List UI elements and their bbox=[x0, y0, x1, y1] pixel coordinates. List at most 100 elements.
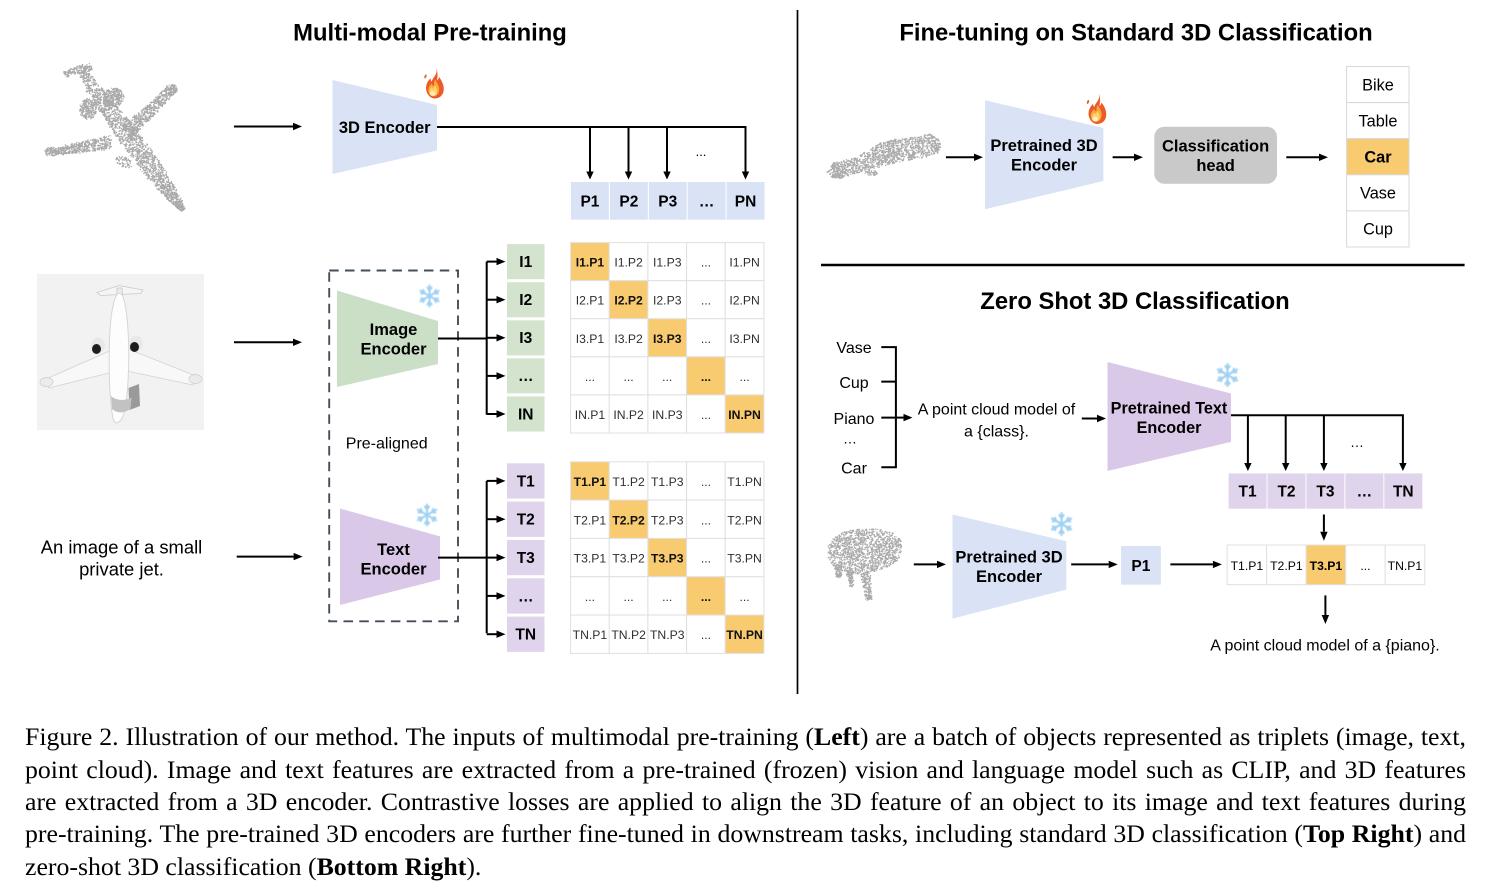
svg-text:I2: I2 bbox=[519, 292, 532, 309]
svg-text:Cup: Cup bbox=[839, 375, 868, 392]
svg-text:I2.P2: I2.P2 bbox=[614, 294, 643, 308]
svg-text:Encoder: Encoder bbox=[360, 561, 427, 579]
svg-text:T2.P1: T2.P1 bbox=[574, 513, 607, 527]
svg-text:...: ... bbox=[701, 628, 711, 642]
svg-text:T2.PN: T2.PN bbox=[727, 513, 762, 527]
svg-text:Car: Car bbox=[841, 461, 867, 478]
svg-text:TN: TN bbox=[1393, 483, 1414, 500]
svg-text:Multi-modal Pre-training: Multi-modal Pre-training bbox=[293, 20, 567, 47]
svg-text:Text: Text bbox=[377, 541, 410, 559]
svg-text:I2.P3: I2.P3 bbox=[653, 294, 682, 308]
svg-text:Pretrained 3D: Pretrained 3D bbox=[990, 137, 1097, 155]
svg-text:head: head bbox=[1196, 157, 1235, 175]
svg-text:...: ... bbox=[1360, 559, 1370, 573]
svg-text:T3: T3 bbox=[1316, 483, 1334, 500]
svg-text:…: … bbox=[843, 431, 857, 447]
svg-text:I1.P1: I1.P1 bbox=[576, 256, 605, 270]
svg-text:IN: IN bbox=[518, 406, 534, 423]
svg-text:T2.P2: T2.P2 bbox=[612, 513, 645, 527]
svg-text:…: … bbox=[1357, 483, 1373, 500]
svg-text:…: … bbox=[699, 193, 715, 210]
svg-text:T3.P2: T3.P2 bbox=[612, 552, 645, 566]
svg-text:IN.P1: IN.P1 bbox=[575, 408, 606, 422]
svg-text:T2.P3: T2.P3 bbox=[651, 513, 684, 527]
svg-text:private jet.: private jet. bbox=[79, 559, 164, 580]
svg-text:TN.PN: TN.PN bbox=[726, 628, 763, 642]
svg-text:TN.P2: TN.P2 bbox=[611, 628, 646, 642]
svg-text:...: ... bbox=[701, 256, 711, 270]
svg-text:...: ... bbox=[624, 370, 634, 384]
svg-text:3D Encoder: 3D Encoder bbox=[339, 119, 431, 137]
svg-text:Fine-tuning on Standard 3D Cla: Fine-tuning on Standard 3D Classificatio… bbox=[899, 20, 1372, 47]
svg-text:TN.P1: TN.P1 bbox=[1388, 559, 1423, 573]
svg-text:I3.P1: I3.P1 bbox=[576, 332, 605, 346]
svg-text:Image: Image bbox=[370, 321, 418, 339]
svg-text:I3.PN: I3.PN bbox=[729, 332, 759, 346]
svg-text:P2: P2 bbox=[619, 193, 638, 210]
svg-text:...: ... bbox=[662, 370, 672, 384]
svg-text:Pretrained Text: Pretrained Text bbox=[1111, 400, 1228, 418]
svg-text:…: … bbox=[518, 588, 534, 605]
svg-text:IN.PN: IN.PN bbox=[728, 408, 761, 422]
svg-text:Encoder: Encoder bbox=[1137, 419, 1202, 437]
svg-text:T1.PN: T1.PN bbox=[727, 475, 762, 489]
svg-text:T3.PN: T3.PN bbox=[727, 552, 762, 566]
svg-text:Zero Shot 3D Classification: Zero Shot 3D Classification bbox=[980, 288, 1289, 315]
svg-text:T2.P1: T2.P1 bbox=[1270, 559, 1303, 573]
svg-text:a {class}.: a {class}. bbox=[964, 424, 1029, 441]
svg-text:...: ... bbox=[701, 590, 711, 604]
svg-text:T3: T3 bbox=[517, 550, 535, 567]
svg-text:...: ... bbox=[701, 332, 711, 346]
svg-text:I3.P2: I3.P2 bbox=[614, 332, 643, 346]
svg-text:Encoder: Encoder bbox=[1011, 157, 1078, 175]
svg-text:...: ... bbox=[739, 370, 749, 384]
svg-text:...: ... bbox=[585, 590, 595, 604]
svg-text:...: ... bbox=[696, 144, 707, 159]
svg-text:...: ... bbox=[739, 590, 749, 604]
svg-text:Pre-aligned: Pre-aligned bbox=[346, 436, 428, 453]
svg-text:...: ... bbox=[701, 475, 711, 489]
svg-text:TN.P3: TN.P3 bbox=[650, 628, 685, 642]
svg-text:...: ... bbox=[701, 408, 711, 422]
svg-text:IN.P2: IN.P2 bbox=[613, 408, 644, 422]
svg-text:I1.P2: I1.P2 bbox=[614, 256, 643, 270]
svg-text:T3.P3: T3.P3 bbox=[651, 552, 684, 566]
svg-text:…: … bbox=[1350, 434, 1364, 450]
svg-text:A point cloud model of a {pian: A point cloud model of a {piano}. bbox=[1210, 638, 1440, 655]
svg-text:P3: P3 bbox=[658, 193, 677, 210]
svg-text:T3.P1: T3.P1 bbox=[574, 552, 607, 566]
svg-text:T3.P1: T3.P1 bbox=[1310, 559, 1343, 573]
svg-text:I1.PN: I1.PN bbox=[729, 256, 759, 270]
svg-text:T2: T2 bbox=[517, 512, 535, 529]
svg-text:PN: PN bbox=[735, 193, 757, 210]
svg-text:Cup: Cup bbox=[1363, 221, 1393, 239]
svg-text:...: ... bbox=[701, 513, 711, 527]
svg-text:Table: Table bbox=[1359, 112, 1398, 130]
svg-text:T1.P3: T1.P3 bbox=[651, 475, 684, 489]
svg-text:...: ... bbox=[701, 552, 711, 566]
svg-text:T2: T2 bbox=[1277, 483, 1295, 500]
svg-text:T1: T1 bbox=[1239, 483, 1257, 500]
svg-text:T1: T1 bbox=[517, 473, 535, 490]
svg-text:I1: I1 bbox=[519, 254, 532, 271]
svg-text:…: … bbox=[518, 368, 534, 385]
svg-text:...: ... bbox=[701, 370, 711, 384]
svg-text:A point cloud model of: A point cloud model of bbox=[918, 402, 1076, 419]
svg-text:TN: TN bbox=[515, 627, 536, 644]
svg-text:I1.P3: I1.P3 bbox=[653, 256, 682, 270]
svg-text:An image of a small: An image of a small bbox=[41, 537, 203, 558]
svg-text:TN.P1: TN.P1 bbox=[573, 628, 608, 642]
svg-text:T1.P1: T1.P1 bbox=[1231, 559, 1264, 573]
svg-text:Vase: Vase bbox=[1360, 185, 1396, 203]
svg-text:...: ... bbox=[585, 370, 595, 384]
svg-text:P1: P1 bbox=[580, 193, 599, 210]
svg-text:...: ... bbox=[624, 590, 634, 604]
svg-text:Vase: Vase bbox=[836, 340, 871, 357]
svg-text:T1.P2: T1.P2 bbox=[612, 475, 645, 489]
svg-text:I3.P3: I3.P3 bbox=[653, 332, 682, 346]
svg-text:Piano: Piano bbox=[834, 411, 875, 428]
svg-text:Classification: Classification bbox=[1162, 138, 1269, 156]
svg-text:T1.P1: T1.P1 bbox=[574, 475, 607, 489]
svg-text:...: ... bbox=[662, 590, 672, 604]
svg-text:Encoder: Encoder bbox=[360, 341, 427, 359]
